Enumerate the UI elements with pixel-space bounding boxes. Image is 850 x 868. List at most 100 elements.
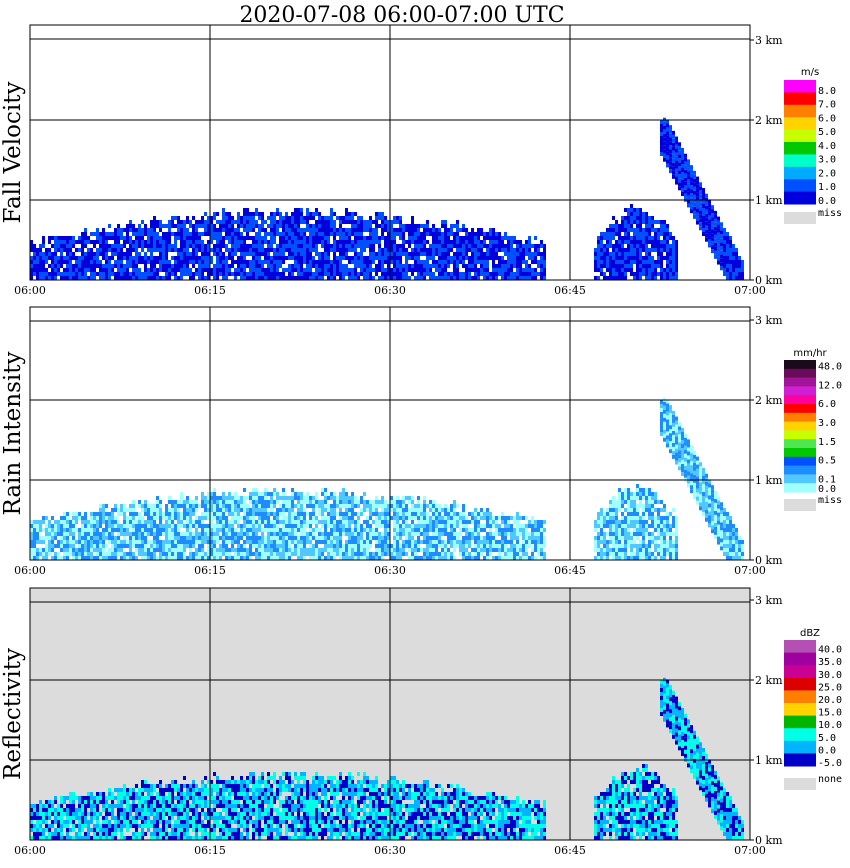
echo-cell [153,240,156,244]
echo-cell [66,524,69,528]
echo-cell [510,540,513,544]
echo-cell [321,500,324,504]
echo-cell [255,548,258,552]
echo-cell [375,232,378,236]
echo-cell [426,532,429,536]
echo-cell [147,268,150,272]
echo-cell [141,504,144,508]
echo-cell [111,548,114,552]
echo-cell [351,500,354,504]
echo-cell [84,540,87,544]
y-axis-label: Fall Velocity [0,82,26,224]
echo-cell [282,504,285,508]
echo-cell [468,520,471,524]
echo-cell [120,252,123,256]
echo-cell [627,248,630,252]
echo-cell [609,232,612,236]
echo-cell [417,272,420,276]
echo-cell [450,536,453,540]
echo-cell [318,504,321,508]
echo-cell [303,532,306,536]
echo-cell [507,240,510,244]
echo-cell [30,248,33,252]
echo-cell [372,228,375,232]
echo-cell [516,248,519,252]
echo-cell [327,220,330,224]
echo-cell [138,536,141,540]
echo-cell [111,556,114,560]
echo-cell [465,240,468,244]
echo-cell [309,556,312,560]
echo-cell [306,256,309,260]
echo-cell [684,181,687,186]
echo-cell [462,512,465,516]
echo-cell [186,248,189,252]
echo-cell [138,504,141,508]
echo-cell [324,236,327,240]
echo-cell [702,196,705,200]
echo-cell [441,268,444,272]
echo-cell [195,532,198,536]
echo-cell [672,166,675,171]
echo-cell [387,540,390,544]
echo-cell [426,516,429,520]
echo-cell [426,552,429,556]
echo-cell [696,188,699,193]
echo-cell [180,236,183,240]
echo-cell [195,228,198,232]
echo-cell [645,240,648,244]
echo-cell [60,536,63,540]
echo-cell [654,236,657,240]
echo-cell [615,220,618,224]
echo-cell [330,552,333,556]
echo-cell [444,532,447,536]
echo-cell [303,548,306,552]
echo-cell [156,240,159,244]
echo-cell [216,244,219,248]
echo-cell [438,232,441,236]
echo-cell [39,520,42,524]
echo-cell [309,540,312,544]
echo-cell [309,516,312,520]
echo-cell [408,540,411,544]
x-tick-label: 06:00 [14,284,46,297]
echo-cell [180,500,183,504]
echo-cell [294,224,297,228]
echo-cell [132,256,135,260]
echo-cell [477,240,480,244]
echo-cell [108,260,111,264]
y-tick-label: 3 km [755,34,783,47]
echo-cell [108,236,111,240]
echo-cell [471,556,474,560]
echo-cell [264,272,267,276]
echo-cell [180,268,183,272]
echo-cell [633,240,636,244]
echo-cell [630,204,633,208]
echo-cell [393,240,396,244]
echo-cell [189,524,192,528]
echo-cell [168,240,171,244]
echo-cell [486,532,489,536]
echo-cell [699,206,702,211]
echo-cell [327,536,330,540]
echo-cell [321,232,324,236]
echo-cell [414,556,417,560]
echo-cell [234,532,237,536]
echo-cell [456,232,459,236]
echo-cell [675,264,678,268]
echo-cell [159,244,162,248]
echo-cell [636,208,639,212]
echo-cell [186,260,189,264]
echo-cell [207,544,210,548]
echo-cell [315,536,318,540]
echo-cell [78,552,81,556]
echo-cell [351,212,354,216]
echo-cell [474,252,477,256]
echo-cell [336,552,339,556]
echo-cell [33,256,36,260]
echo-cell [735,272,738,276]
echo-cell [432,240,435,244]
echo-cell [270,276,273,280]
echo-cell [354,552,357,556]
echo-cell [474,536,477,540]
